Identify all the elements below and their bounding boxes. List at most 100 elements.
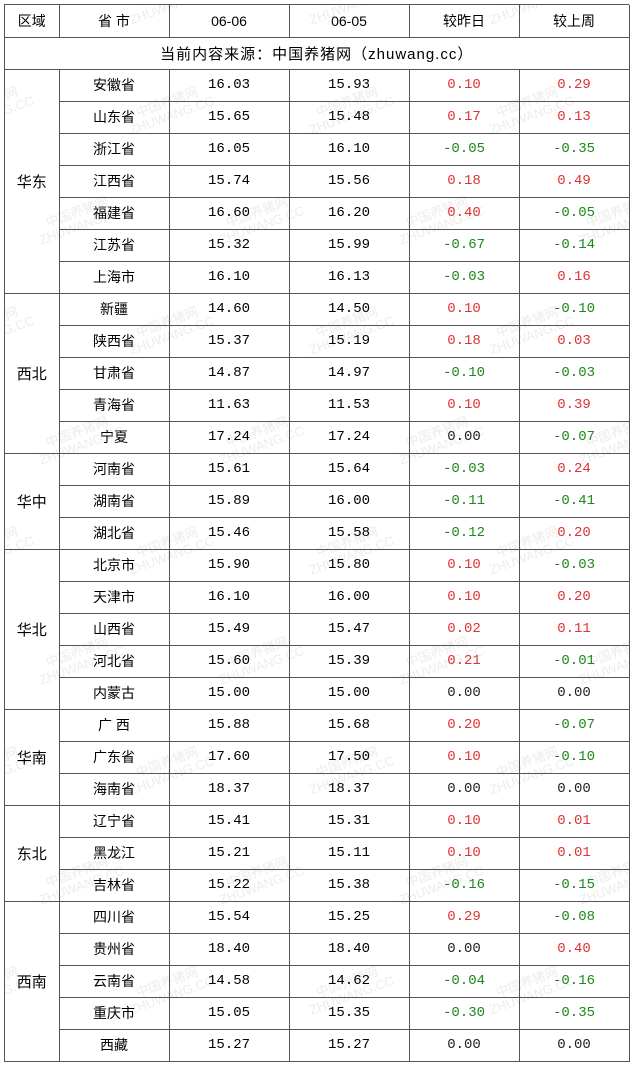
delta-lastweek: -0.41	[519, 485, 629, 517]
delta-yesterday: 0.10	[409, 805, 519, 837]
price-date1: 15.46	[169, 517, 289, 549]
delta-lastweek: 0.00	[519, 773, 629, 805]
table-row: 宁夏17.2417.240.00-0.07	[5, 421, 629, 453]
delta-lastweek: -0.03	[519, 357, 629, 389]
delta-lastweek: -0.03	[519, 549, 629, 581]
price-date1: 15.37	[169, 325, 289, 357]
province-cell: 上海市	[59, 261, 169, 293]
delta-lastweek: -0.05	[519, 197, 629, 229]
delta-lastweek: 0.49	[519, 165, 629, 197]
delta-lastweek: 0.13	[519, 101, 629, 133]
table-row: 贵州省18.4018.400.000.40	[5, 933, 629, 965]
province-cell: 广东省	[59, 741, 169, 773]
table-row: 天津市16.1016.000.100.20	[5, 581, 629, 613]
price-date2: 15.93	[289, 69, 409, 101]
price-date2: 15.47	[289, 613, 409, 645]
delta-yesterday: 0.10	[409, 741, 519, 773]
header-region: 区域	[5, 5, 59, 37]
price-date1: 18.37	[169, 773, 289, 805]
price-date2: 18.40	[289, 933, 409, 965]
delta-lastweek: -0.15	[519, 869, 629, 901]
table-row: 东北辽宁省15.4115.310.100.01	[5, 805, 629, 837]
price-date2: 15.48	[289, 101, 409, 133]
price-date1: 15.54	[169, 901, 289, 933]
price-date1: 16.03	[169, 69, 289, 101]
table-row: 广东省17.6017.500.10-0.10	[5, 741, 629, 773]
province-cell: 福建省	[59, 197, 169, 229]
delta-lastweek: -0.16	[519, 965, 629, 997]
region-cell: 华南	[5, 709, 59, 805]
delta-yesterday: -0.03	[409, 261, 519, 293]
delta-yesterday: -0.05	[409, 133, 519, 165]
price-date2: 15.25	[289, 901, 409, 933]
delta-yesterday: 0.21	[409, 645, 519, 677]
delta-yesterday: 0.00	[409, 773, 519, 805]
price-date2: 16.20	[289, 197, 409, 229]
source-text: 当前内容来源：中国养猪网（zhuwang.cc）	[5, 37, 629, 69]
price-date1: 15.21	[169, 837, 289, 869]
province-cell: 甘肃省	[59, 357, 169, 389]
delta-lastweek: -0.07	[519, 709, 629, 741]
price-date1: 16.10	[169, 261, 289, 293]
delta-lastweek: 0.16	[519, 261, 629, 293]
table-row: 重庆市15.0515.35-0.30-0.35	[5, 997, 629, 1029]
price-date1: 18.40	[169, 933, 289, 965]
price-date2: 16.10	[289, 133, 409, 165]
table-row: 江苏省15.3215.99-0.67-0.14	[5, 229, 629, 261]
price-date1: 14.60	[169, 293, 289, 325]
price-date2: 15.00	[289, 677, 409, 709]
table-row: 山西省15.4915.470.020.11	[5, 613, 629, 645]
region-cell: 东北	[5, 805, 59, 901]
delta-lastweek: -0.35	[519, 997, 629, 1029]
table-row: 西南四川省15.5415.250.29-0.08	[5, 901, 629, 933]
header-vs-yesterday: 较昨日	[409, 5, 519, 37]
delta-yesterday: -0.30	[409, 997, 519, 1029]
price-date1: 15.32	[169, 229, 289, 261]
table-row: 内蒙古15.0015.000.000.00	[5, 677, 629, 709]
province-cell: 广 西	[59, 709, 169, 741]
province-cell: 吉林省	[59, 869, 169, 901]
price-date2: 15.80	[289, 549, 409, 581]
province-cell: 江西省	[59, 165, 169, 197]
table-row: 山东省15.6515.480.170.13	[5, 101, 629, 133]
delta-yesterday: 0.00	[409, 421, 519, 453]
region-cell: 西南	[5, 901, 59, 1061]
price-date1: 15.41	[169, 805, 289, 837]
price-date1: 15.88	[169, 709, 289, 741]
province-cell: 山西省	[59, 613, 169, 645]
price-date1: 15.27	[169, 1029, 289, 1061]
table-row: 华南广 西15.8815.680.20-0.07	[5, 709, 629, 741]
delta-yesterday: -0.12	[409, 517, 519, 549]
table-row: 福建省16.6016.200.40-0.05	[5, 197, 629, 229]
table-row: 江西省15.7415.560.180.49	[5, 165, 629, 197]
region-cell: 华北	[5, 549, 59, 709]
province-cell: 江苏省	[59, 229, 169, 261]
delta-yesterday: 0.10	[409, 549, 519, 581]
province-cell: 陕西省	[59, 325, 169, 357]
header-date2: 06-05	[289, 5, 409, 37]
header-province: 省 市	[59, 5, 169, 37]
delta-lastweek: 0.40	[519, 933, 629, 965]
delta-lastweek: 0.20	[519, 581, 629, 613]
delta-yesterday: 0.10	[409, 581, 519, 613]
delta-lastweek: 0.29	[519, 69, 629, 101]
price-date2: 14.97	[289, 357, 409, 389]
delta-lastweek: 0.11	[519, 613, 629, 645]
province-cell: 辽宁省	[59, 805, 169, 837]
price-date2: 11.53	[289, 389, 409, 421]
delta-yesterday: -0.04	[409, 965, 519, 997]
delta-lastweek: -0.14	[519, 229, 629, 261]
delta-yesterday: -0.67	[409, 229, 519, 261]
table-row: 湖南省15.8916.00-0.11-0.41	[5, 485, 629, 517]
price-date1: 15.89	[169, 485, 289, 517]
province-cell: 内蒙古	[59, 677, 169, 709]
delta-yesterday: 0.00	[409, 933, 519, 965]
table-row: 华东安徽省16.0315.930.100.29	[5, 69, 629, 101]
price-date1: 15.60	[169, 645, 289, 677]
delta-yesterday: 0.00	[409, 677, 519, 709]
price-date1: 15.22	[169, 869, 289, 901]
province-cell: 重庆市	[59, 997, 169, 1029]
price-date2: 15.31	[289, 805, 409, 837]
delta-lastweek: -0.01	[519, 645, 629, 677]
province-cell: 山东省	[59, 101, 169, 133]
